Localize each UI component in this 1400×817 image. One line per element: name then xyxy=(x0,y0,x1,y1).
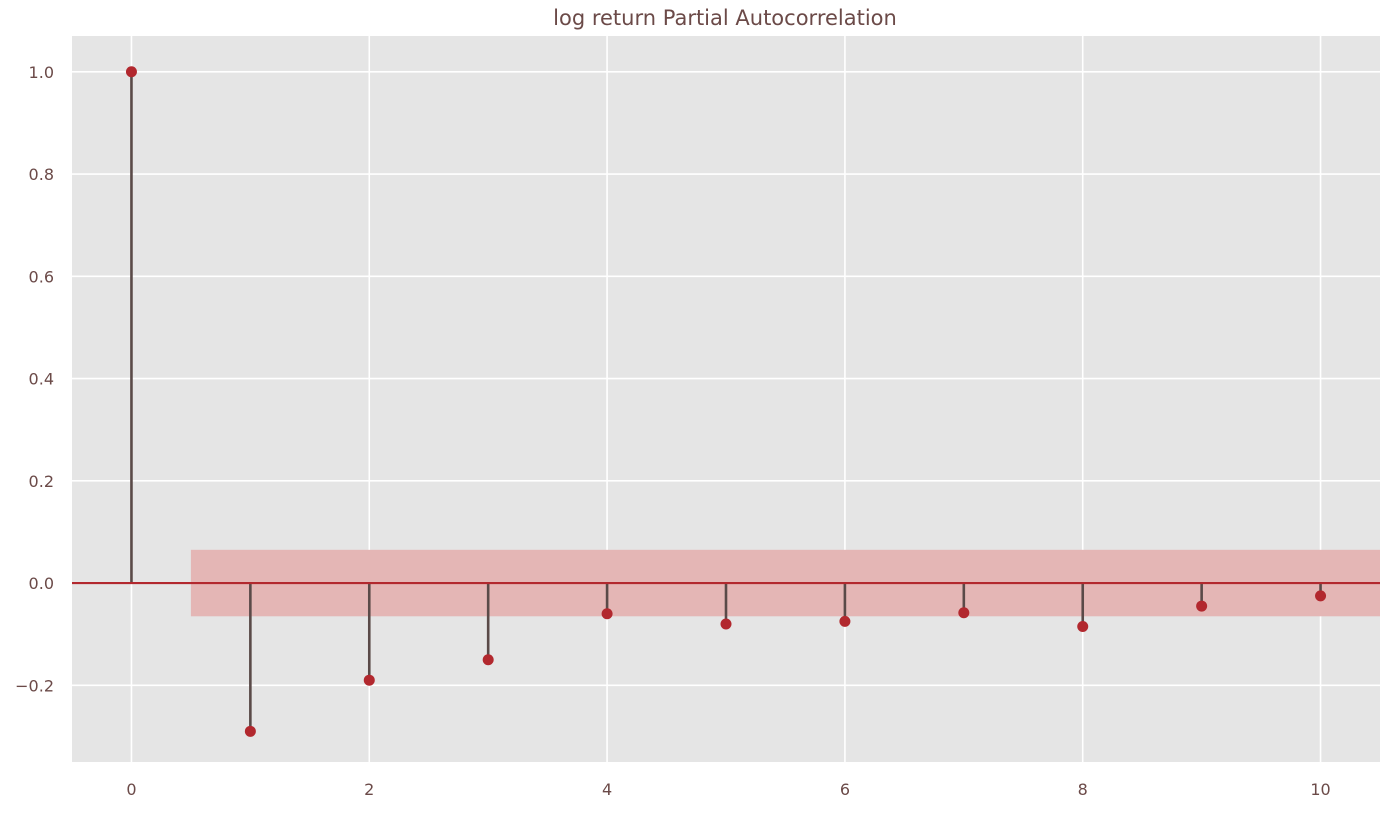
x-tick-label: 8 xyxy=(1078,780,1088,799)
y-tick-label: −0.2 xyxy=(15,676,54,695)
y-tick-label: 0.4 xyxy=(29,370,54,389)
x-tick-label: 4 xyxy=(602,780,612,799)
data-point xyxy=(1315,590,1327,602)
y-tick-label: 0.6 xyxy=(29,267,54,286)
x-tick-label: 0 xyxy=(126,780,136,799)
data-point xyxy=(482,654,494,666)
y-tick-label: 0.0 xyxy=(29,574,54,593)
plot-background xyxy=(72,36,1380,762)
data-point xyxy=(720,618,732,630)
x-tick-label: 6 xyxy=(840,780,850,799)
chart-title: log return Partial Autocorrelation xyxy=(553,6,897,30)
data-point xyxy=(958,607,970,619)
plot-area xyxy=(72,36,1381,762)
data-point xyxy=(363,674,375,686)
data-point xyxy=(244,725,256,737)
data-point xyxy=(125,66,137,78)
data-point xyxy=(1077,621,1089,633)
y-tick-label: 0.8 xyxy=(29,165,54,184)
data-point xyxy=(839,615,851,627)
x-tick-label: 2 xyxy=(364,780,374,799)
y-tick-label: 1.0 xyxy=(29,63,54,82)
data-point xyxy=(1196,600,1208,612)
y-tick-label: 0.2 xyxy=(29,472,54,491)
data-point xyxy=(601,608,613,620)
x-tick-label: 10 xyxy=(1310,780,1330,799)
